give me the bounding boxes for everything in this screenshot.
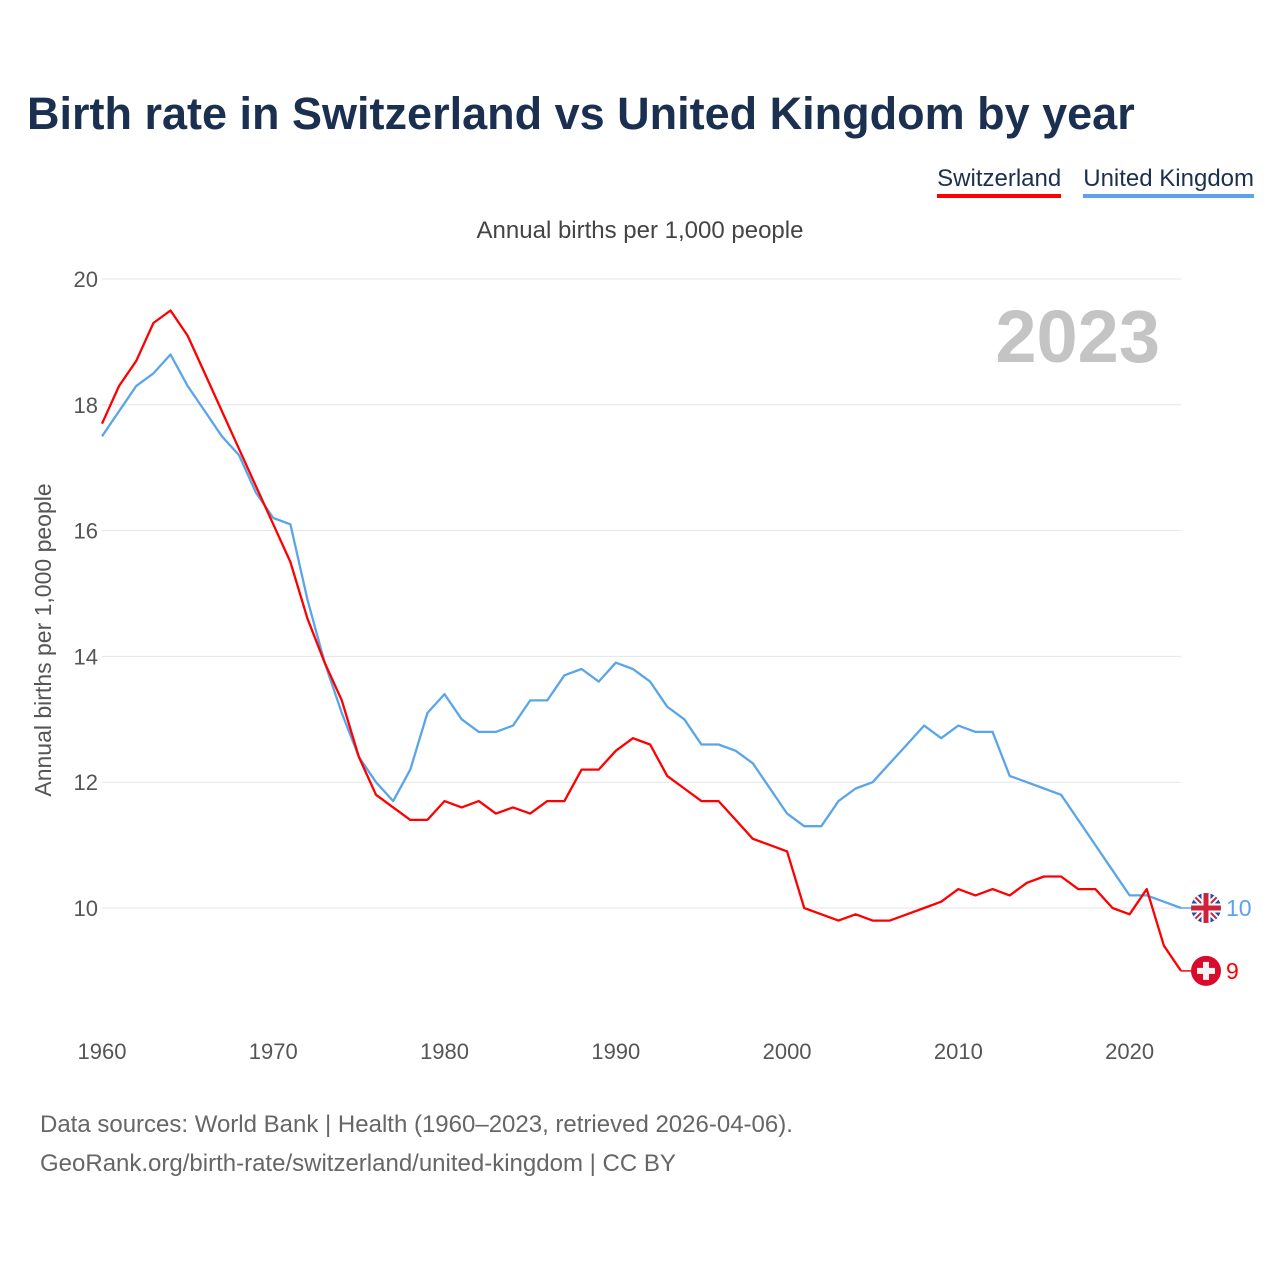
- y-tick-label: 20: [74, 267, 98, 292]
- legend: Switzerland United Kingdom: [937, 165, 1254, 198]
- y-axis-label: Annual births per 1,000 people: [30, 483, 56, 796]
- x-tick-label: 2020: [1105, 1039, 1154, 1064]
- legend-item-united-kingdom[interactable]: United Kingdom: [1083, 165, 1254, 198]
- source-line-2[interactable]: GeoRank.org/birth-rate/switzerland/unite…: [40, 1150, 676, 1177]
- uk-flag-icon: [1191, 893, 1221, 923]
- year-watermark: 2023: [995, 295, 1160, 378]
- flag-body: [1191, 893, 1221, 923]
- series-line-switzerland: [100, 309, 1182, 972]
- x-tick-label: 2010: [934, 1039, 983, 1064]
- y-tick-label: 16: [74, 519, 98, 544]
- chart-title: Birth rate in Switzerland vs United King…: [27, 88, 1135, 139]
- x-tick-label: 1970: [249, 1039, 298, 1064]
- source-line-1: Data sources: World Bank | Health (1960–…: [40, 1111, 793, 1138]
- switzerland-flag-icon: [1191, 955, 1221, 986]
- y-tick-label: 14: [74, 644, 98, 669]
- chart-subtitle: Annual births per 1,000 people: [476, 217, 804, 244]
- y-tick-label: 12: [74, 770, 98, 795]
- y-tick-label: 18: [74, 393, 98, 418]
- series-line-united-kingdom: [101, 353, 1182, 910]
- flag-cross-red: [1191, 893, 1221, 923]
- x-tick-label: 2000: [763, 1039, 812, 1064]
- end-value-label: 9: [1226, 958, 1239, 984]
- y-tick-label: 10: [74, 896, 98, 921]
- end-value-label: 10: [1226, 895, 1252, 921]
- x-tick-label: 1990: [591, 1039, 640, 1064]
- source-note: Data sources: World Bank | Health (1960–…: [40, 1105, 793, 1183]
- x-tick-label: 1960: [78, 1039, 127, 1064]
- x-tick-label: 1980: [420, 1039, 469, 1064]
- legend-item-switzerland[interactable]: Switzerland: [937, 165, 1062, 198]
- flag-cross: [1197, 967, 1215, 974]
